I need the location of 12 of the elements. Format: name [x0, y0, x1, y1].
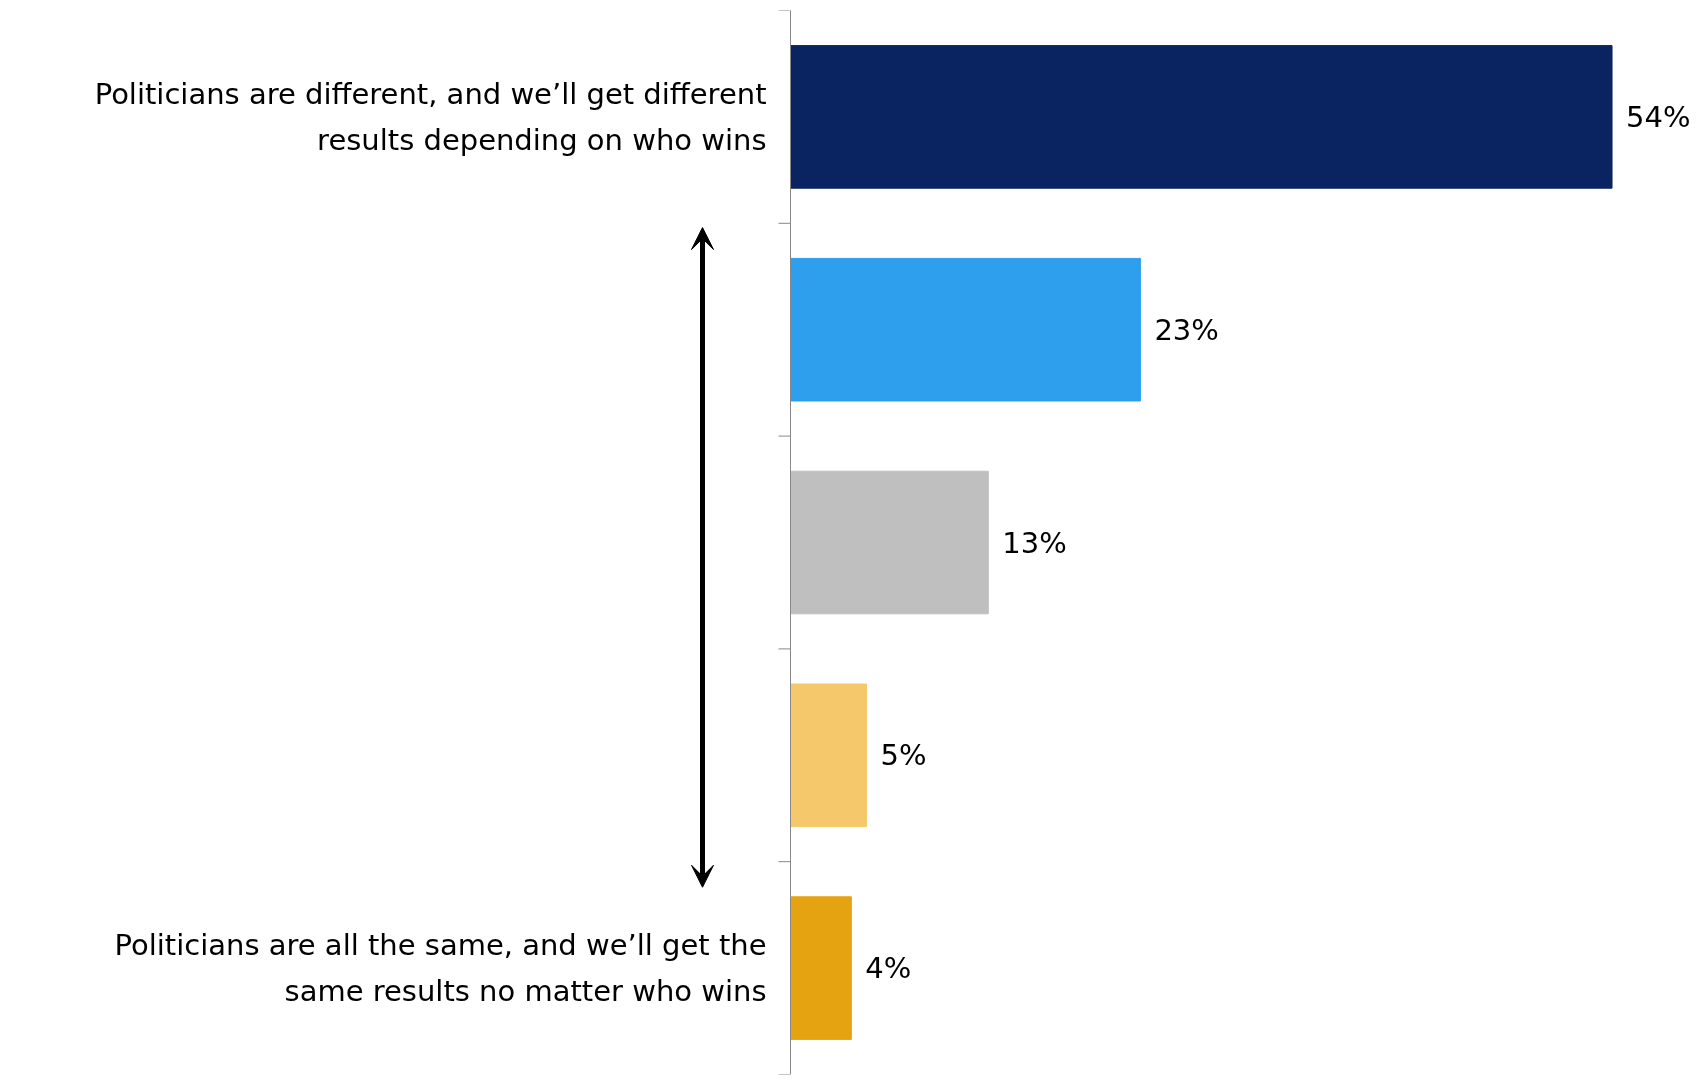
bar	[790, 257, 1141, 402]
bar	[790, 470, 989, 615]
bar	[790, 896, 852, 1040]
bar	[790, 683, 868, 828]
data-label: 4%	[865, 951, 912, 986]
y-tick-label: Politicians are different, and we’ll get different results depending on who wins	[94, 76, 767, 157]
y-tick-label: Politicians are all the same, and we’ll get the same results no matter who wins	[114, 928, 767, 1009]
data-label: 13%	[1002, 525, 1067, 560]
data-label: 23%	[1154, 312, 1219, 347]
data-label: 54%	[1626, 99, 1691, 134]
bar	[790, 45, 1613, 189]
data-label: 5%	[880, 738, 927, 773]
